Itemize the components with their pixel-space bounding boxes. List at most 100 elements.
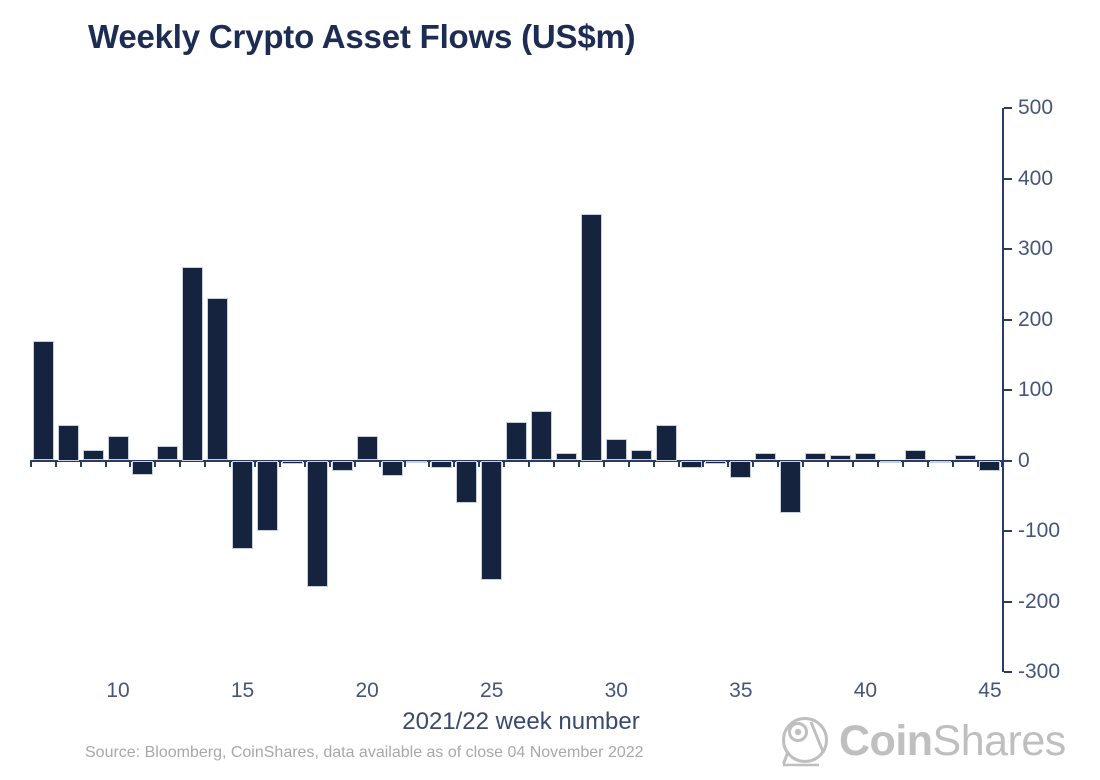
bar-week-8 [57,425,79,461]
bar-week-22 [406,460,428,463]
chart-title: Weekly Crypto Asset Flows (US$m) [88,18,636,55]
x-tick [602,460,605,467]
bar-week-10 [107,435,129,461]
x-tick [478,460,481,467]
x-tick [278,460,281,467]
x-tick-label: 40 [853,679,878,702]
x-tick [827,460,830,467]
bar-week-40 [854,453,876,461]
bar-week-42 [904,449,926,461]
bar-week-18 [306,460,328,588]
bar-week-15 [232,460,254,549]
x-tick-label: 20 [355,679,379,702]
bar-week-13 [182,266,204,461]
x-tick [752,460,755,467]
x-tick-label: 30 [604,679,628,702]
bar-week-24 [456,460,478,503]
x-tick [378,460,381,467]
x-tick [876,460,879,467]
bar-week-14 [207,298,229,461]
bar-week-45 [979,460,1001,472]
x-tick [328,460,331,467]
bar-week-41 [879,460,901,463]
bar-week-34 [705,460,727,465]
x-tick [552,460,555,467]
bar-week-31 [630,449,652,461]
bar-week-16 [256,460,278,531]
x-axis-title: 2021/22 week number [402,708,640,735]
x-tick [528,460,531,467]
bar-week-21 [381,460,403,476]
bar-week-28 [555,453,577,461]
x-tick [254,460,257,467]
coinshares-wordmark: CoinShares [839,712,1066,770]
y-tick [1004,600,1012,603]
x-tick [154,460,157,467]
x-tick [229,460,232,467]
bar-week-7 [32,340,54,461]
bar-week-39 [830,454,851,461]
x-tick-label: 25 [480,679,504,702]
x-tick [104,460,107,467]
x-tick [204,460,207,467]
bar-week-25 [481,460,503,581]
bar-week-19 [331,460,353,472]
bar-week-9 [82,449,104,461]
bar-week-32 [655,425,677,461]
x-tick [901,460,904,467]
x-tick [577,460,580,467]
x-tick [29,460,32,467]
y-tick [1004,248,1012,250]
x-tick-label: 10 [106,679,130,702]
bar-week-23 [431,460,453,468]
y-tick-label: 100 [1018,378,1054,401]
x-tick [976,460,979,467]
bar-week-43 [929,460,951,463]
y-tick-label: -100 [1018,519,1061,542]
logo-text-shares: Shares [932,717,1067,765]
y-tick [1004,671,1012,673]
bar-week-33 [680,460,702,468]
y-tick-label: 400 [1018,166,1054,190]
x-tick [652,460,655,467]
y-tick-label: -200 [1018,589,1061,613]
x-tick [1001,460,1004,467]
y-tick [1004,530,1012,532]
x-tick-label: 15 [230,679,255,702]
y-tick-label: 200 [1018,307,1054,331]
bar-week-11 [132,460,154,475]
x-tick [727,460,730,467]
x-tick [179,460,182,467]
bar-week-37 [780,460,802,514]
x-tick [403,460,406,467]
x-tick [79,460,82,467]
coinshares-helmet-icon [782,717,828,767]
y-tick-label: 500 [1018,96,1054,119]
x-tick [353,460,356,467]
logo-text-coin: Coin [839,717,933,765]
x-tick [303,460,306,467]
x-tick [503,460,506,467]
bar-week-38 [805,453,827,461]
y-tick-label: 0 [1018,448,1030,472]
y-axis-line [1002,108,1004,672]
y-tick [1004,177,1012,180]
bar-week-12 [157,446,179,461]
source-note: Source: Bloomberg, CoinShares, data avai… [85,744,644,761]
x-tick [702,460,705,467]
x-tick [851,460,854,467]
bar-week-44 [954,454,976,461]
bar-week-27 [531,411,553,461]
bar-week-17 [281,460,303,465]
x-tick [453,460,456,467]
x-tick [428,460,431,467]
x-tick [926,460,929,467]
x-tick [777,460,780,467]
y-tick [1004,107,1012,109]
bar-week-20 [356,435,378,461]
x-tick [129,460,132,467]
y-tick-label: -300 [1018,660,1061,683]
y-tick-label: 300 [1018,237,1054,260]
y-tick [1004,389,1012,391]
x-tick [677,460,680,467]
